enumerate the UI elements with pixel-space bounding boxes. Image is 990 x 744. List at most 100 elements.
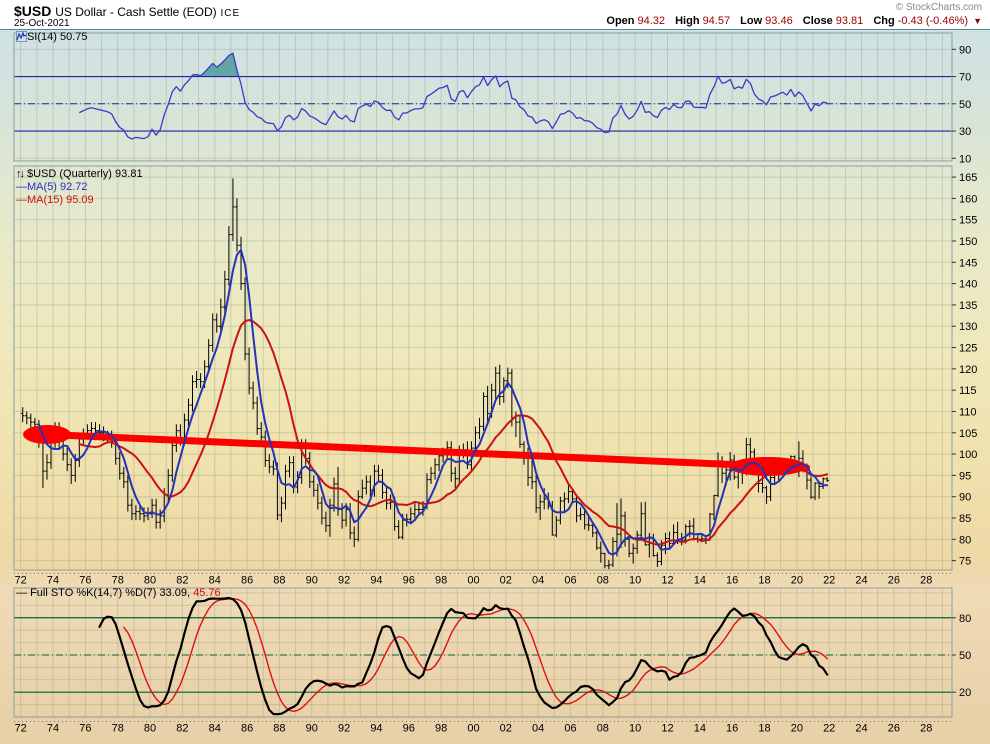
sto-label: Full STO %K(14,7) %D(7) [30, 587, 157, 599]
tick-label: 78 [112, 575, 124, 587]
ma5-label: MA(5) 92.72 [27, 181, 88, 193]
ma5-dash-icon: — [16, 181, 27, 193]
tick-label: 110 [959, 406, 977, 418]
tick-label: 26 [888, 575, 900, 587]
sto-dash-icon: — [16, 587, 27, 599]
rsi-value: 50.75 [59, 31, 88, 43]
low-label: Low [740, 15, 763, 27]
tick-label: 160 [959, 193, 977, 205]
tick-label: 24 [855, 575, 867, 587]
main-legend: ↑↓ $USD (Quarterly) 93.81 —MA(5) 92.72 —M… [16, 168, 143, 207]
tick-label: 145 [959, 257, 977, 269]
tick-label: 90 [306, 723, 318, 735]
rsi-label: RSI(14) [19, 31, 57, 43]
high-value: 94.57 [702, 15, 731, 27]
tick-label: 115 [959, 385, 977, 397]
tick-label: 08 [597, 575, 609, 587]
chart-date: 25-Oct-2021 [14, 18, 70, 29]
tick-label: 02 [500, 575, 512, 587]
tick-label: 72 [15, 723, 27, 735]
close-label: Close [802, 15, 833, 27]
red-ellipse-left [23, 424, 72, 444]
moving-averages [37, 249, 829, 556]
sto-d-value: 45.76 [193, 587, 221, 599]
tick-label: 00 [467, 575, 479, 587]
tick-label: 06 [564, 575, 576, 587]
tick-label: 96 [403, 723, 415, 735]
panel-grid [14, 33, 952, 717]
axis-labels: 165 160 155 150 145 140 135 130 125 120 115 110 105 1… [14, 44, 977, 735]
tick-label: 96 [403, 575, 415, 587]
ma15-label: MA(15) 95.09 [27, 194, 94, 206]
tick-label: 76 [79, 723, 91, 735]
tick-label: 18 [758, 575, 770, 587]
tick-label: 28 [920, 575, 932, 587]
tick-label: 94 [370, 723, 382, 735]
tick-label: 72 [15, 575, 27, 587]
tick-label: 95 [959, 470, 971, 482]
tick-label: 74 [47, 723, 59, 735]
tick-label: 24 [855, 723, 867, 735]
tick-label: 00 [467, 723, 479, 735]
tick-label: 125 [959, 343, 977, 355]
rsi-legend: RSI(14) 50.75 [16, 31, 88, 44]
tick-label: 10 [959, 153, 971, 165]
tick-label: 10 [629, 575, 641, 587]
low-value: 93.46 [765, 15, 793, 27]
background-gradient [0, 29, 990, 744]
tick-label: 98 [435, 575, 447, 587]
tick-label: 92 [338, 723, 350, 735]
tick-label: 30 [959, 126, 971, 138]
tick-label: 12 [661, 575, 673, 587]
high-label: High [675, 15, 700, 27]
tick-label: 74 [47, 575, 59, 587]
tick-label: 12 [661, 723, 673, 735]
red-trendline [43, 430, 811, 472]
tick-label: 14 [694, 575, 706, 587]
panel-borders [13, 32, 953, 718]
tick-label: 50 [959, 650, 971, 662]
tick-label: 86 [241, 723, 253, 735]
tick-label: 86 [241, 575, 253, 587]
tick-label: 22 [823, 575, 835, 587]
tick-label: 80 [144, 723, 156, 735]
tick-label: 20 [791, 723, 803, 735]
sto-k-line [98, 596, 829, 716]
open-label: Open [606, 15, 635, 27]
header: $USD US Dollar - Cash Settle (EOD) ICE 2… [0, 0, 990, 29]
rsi-line [79, 52, 828, 140]
rsi-panel [14, 52, 952, 140]
tick-label: 08 [597, 723, 609, 735]
tick-label: 70 [959, 72, 971, 84]
ma5-legend-row: —MA(5) 92.72 [16, 181, 143, 194]
tick-label: 82 [176, 575, 188, 587]
tick-label: 82 [176, 723, 188, 735]
tick-label: 04 [532, 575, 544, 587]
tick-label: 18 [758, 723, 770, 735]
tick-label: 04 [532, 723, 544, 735]
ma15-legend-row: —MA(15) 95.09 [16, 194, 143, 207]
tick-label: 76 [79, 575, 91, 587]
main-legend-symbol-row: ↑↓ $USD (Quarterly) 93.81 [16, 168, 143, 181]
ohlc-readout: Open 94.32 High 94.57 Low 93.46 Close 93.81 … [599, 15, 982, 27]
tick-label: 130 [959, 321, 977, 333]
tick-label: 94 [370, 575, 382, 587]
tick-label: 92 [338, 575, 350, 587]
tick-label: 98 [435, 723, 447, 735]
tick-label: 90 [959, 44, 971, 56]
down-arrow-icon: ▼ [973, 16, 982, 26]
sto-d-line [123, 598, 828, 712]
tick-label: 02 [500, 723, 512, 735]
stockcharts-credit: © StockCharts.com [895, 2, 982, 13]
ma15-line [78, 319, 829, 546]
tick-label: 28 [920, 723, 932, 735]
tick-label: 135 [959, 300, 977, 312]
tick-label: 75 [959, 556, 971, 568]
tick-label: 80 [144, 575, 156, 587]
tick-label: 105 [959, 428, 977, 440]
tick-label: 150 [959, 236, 977, 248]
ma5-line [37, 249, 829, 556]
tick-label: 100 [959, 449, 977, 461]
tick-label: 10 [629, 723, 641, 735]
